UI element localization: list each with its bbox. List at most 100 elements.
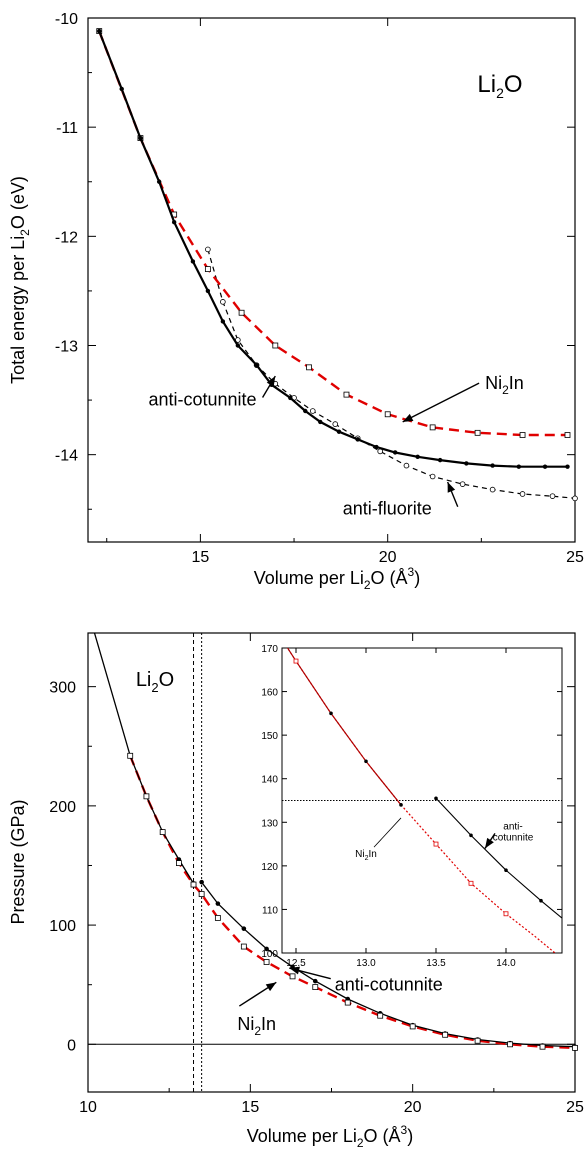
pressure-point-ni2in xyxy=(240,943,247,950)
pressure-point-anti-cotunnite xyxy=(264,946,269,952)
energy-point-anti-cotunnite xyxy=(97,28,102,34)
energy-point-ni2in xyxy=(429,424,436,431)
pressure-point-anti-cotunnite xyxy=(199,879,204,885)
energy-annotation-ni2in-arrow-line xyxy=(402,382,480,423)
pressure-point-ni2in xyxy=(127,752,134,759)
inset-x-tick-label: 13.0 xyxy=(356,958,376,969)
pressure-point-ni2in xyxy=(409,1023,416,1030)
pressure-annotation-anti-cotunnite-arrow-head xyxy=(289,966,300,975)
energy-point-anti-fluorite xyxy=(205,246,211,253)
energy-point-anti-cotunnite xyxy=(374,444,379,450)
pressure-y-tick-label: 0 xyxy=(67,1037,76,1054)
pressure-point-ni2in xyxy=(442,1031,449,1038)
energy-point-anti-cotunnite xyxy=(205,288,211,294)
energy-point-anti-cotunnite xyxy=(490,463,495,468)
energy-point-anti-cotunnite xyxy=(415,454,420,460)
inset-y-tick-label: 120 xyxy=(261,862,278,873)
pressure-point-ni2in xyxy=(190,881,197,888)
inset-point-anti-cotunnite xyxy=(469,833,473,838)
energy-point-ni2in xyxy=(204,266,211,272)
inset-x-tick-label: 12.5 xyxy=(286,958,306,969)
pressure-point-ni2in xyxy=(214,915,221,921)
inset-y-tick-label: 100 xyxy=(261,949,278,960)
pressure-point-anti-cotunnite xyxy=(215,901,221,906)
energy-annotation-anti-cotunnite-arrow-head xyxy=(266,376,276,387)
pressure-y-axis-label: Pressure (GPa) xyxy=(8,799,28,924)
energy-point-ni2in xyxy=(564,432,571,438)
pressure-series-line-anti-cotunnite-low xyxy=(201,881,575,1048)
pressure-x-tick-label: 25 xyxy=(566,1099,584,1116)
energy-point-anti-fluorite xyxy=(403,462,410,469)
inset-y-tick-label: 160 xyxy=(261,688,278,699)
inset-point-anti-cotunnite xyxy=(329,711,333,716)
inset-point-anti-cotunnite xyxy=(504,868,508,873)
energy-point-ni2in xyxy=(384,411,391,418)
pressure-point-ni2in xyxy=(377,1012,384,1019)
energy-x-axis-label: Volume per Li2O (Å3) xyxy=(254,565,420,592)
pressure-point-ni2in xyxy=(539,1043,546,1050)
inset-annotation-anti-cotunnite-arrow-head xyxy=(485,837,494,849)
energy-point-anti-cotunnite xyxy=(336,429,342,434)
inset-point-anti-cotunnite xyxy=(364,759,368,764)
inset-y-tick-label: 110 xyxy=(262,905,278,916)
energy-annotation-ni2in-arrow-head xyxy=(402,413,414,422)
inset-point-ni2in xyxy=(433,841,439,847)
energy-y-tick-label: -11 xyxy=(56,120,78,137)
energy-point-anti-cotunnite xyxy=(437,457,443,463)
energy-point-ni2in xyxy=(306,364,312,371)
energy-point-anti-cotunnite xyxy=(355,437,360,442)
energy-annotation-ni2in: Ni2In xyxy=(485,373,524,397)
inset-annotation-ni2in-arrow-line xyxy=(373,817,402,848)
energy-y-tick-label: -13 xyxy=(55,339,78,356)
energy-point-anti-fluorite xyxy=(429,473,436,480)
pressure-point-ni2in xyxy=(198,891,205,897)
energy-panel: 15 20 25 -10 -11 -12 -13 -14 anti-cotunnite Ni2I… xyxy=(8,11,584,592)
energy-point-anti-cotunnite xyxy=(318,419,323,425)
pressure-annotation-ni2in-arrow-head xyxy=(265,982,277,992)
inset-x-tick-label: 13.5 xyxy=(426,958,446,969)
pressure-y-tick-label: 100 xyxy=(49,918,76,935)
pressure-point-ni2in xyxy=(474,1037,481,1044)
inset-x-tick-label: 14.0 xyxy=(496,958,516,969)
energy-point-anti-cotunnite xyxy=(516,464,522,469)
energy-point-anti-fluorite xyxy=(489,486,496,493)
energy-point-anti-cotunnite xyxy=(565,464,570,469)
energy-plot-frame xyxy=(87,17,576,543)
pressure-point-ni2in xyxy=(572,1044,578,1051)
pressure-series xyxy=(88,633,578,1092)
inset-series xyxy=(282,648,562,953)
pressure-point-anti-cotunnite xyxy=(312,978,318,984)
pressure-point-ni2in xyxy=(312,984,319,990)
pressure-annotation-anti-cotunnite: anti-cotunnite xyxy=(335,975,443,995)
pressure-annotation-ni2in: Ni2In xyxy=(237,1014,276,1038)
energy-point-anti-cotunnite xyxy=(464,461,469,466)
energy-point-anti-cotunnite xyxy=(303,408,308,414)
energy-point-anti-fluorite xyxy=(549,493,556,499)
inset-point-anti-cotunnite xyxy=(434,796,438,801)
pressure-point-ni2in xyxy=(159,829,166,835)
pressure-x-axis-label: Volume per Li2O (Å3) xyxy=(247,1123,413,1150)
energy-point-anti-fluorite xyxy=(220,299,226,305)
energy-series xyxy=(96,28,578,502)
energy-point-anti-cotunnite xyxy=(156,179,162,184)
inset-y-tick-label: 150 xyxy=(261,731,278,742)
pressure-point-ni2in xyxy=(176,860,182,866)
energy-point-anti-fluorite xyxy=(572,495,578,502)
pressure-x-tick-label: 10 xyxy=(79,1099,97,1116)
inset-frame xyxy=(281,647,563,954)
pressure-point-ni2in xyxy=(344,999,351,1006)
energy-annotation-anti-fluorite-arrow-head xyxy=(447,481,456,493)
pressure-y-tick-label: 200 xyxy=(49,799,76,816)
inset-y-tick-label: 170 xyxy=(261,644,278,655)
inset-annotation-anti-cotunnite: anti-cotunnite xyxy=(493,821,534,843)
energy-grid-ticks: 15 20 25 -10 -11 -12 -13 -14 xyxy=(55,11,584,566)
pressure-point-ni2in xyxy=(289,973,296,980)
energy-x-tick-label: 25 xyxy=(566,549,584,566)
energy-point-ni2in xyxy=(474,429,481,436)
energy-point-ni2in xyxy=(343,391,350,398)
pressure-annotations: anti-cotunnite Ni2In xyxy=(237,966,443,1038)
energy-point-anti-fluorite xyxy=(309,408,316,414)
inset-annotation-ni2in: Ni2In xyxy=(355,849,377,862)
pressure-grid-ticks: 10 15 20 25 0 100 200 300 xyxy=(49,633,584,1116)
